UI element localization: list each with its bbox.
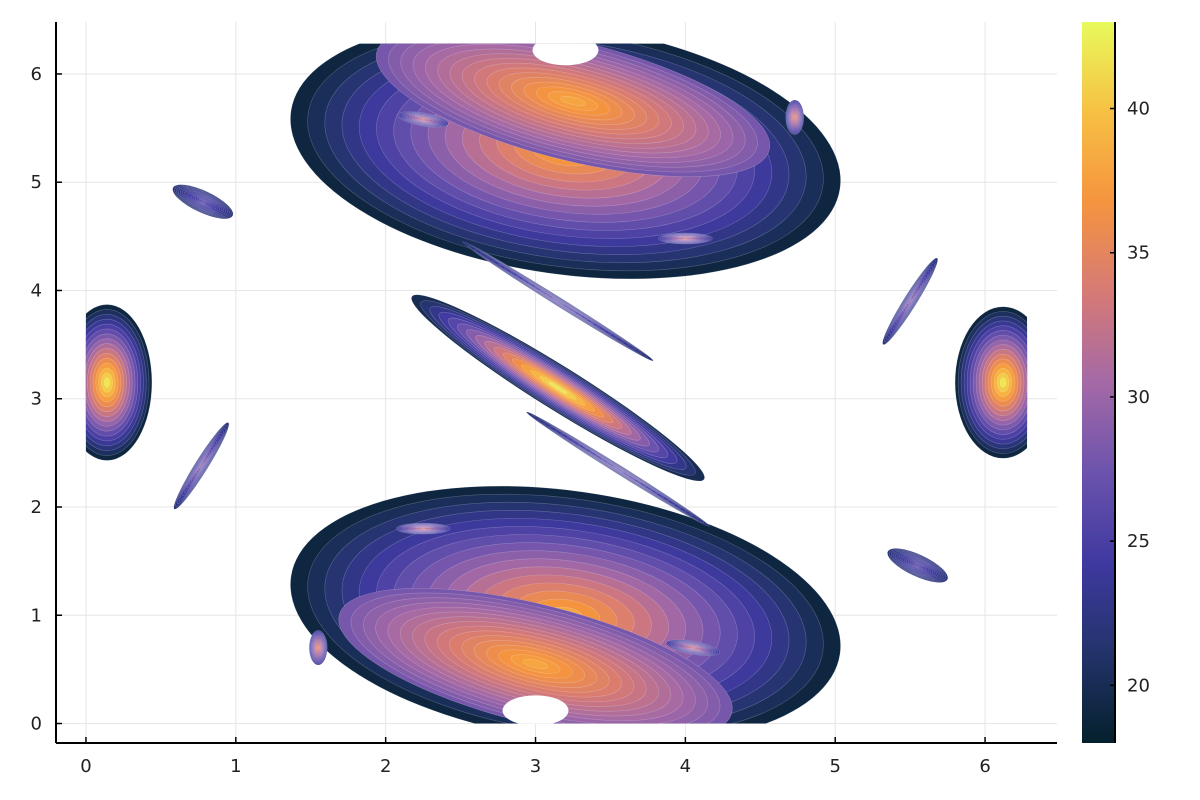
orbit-ring bbox=[551, 297, 565, 306]
island-sub-island-top-bottom bbox=[658, 232, 713, 245]
y-axis-ticks: 0 1 2 3 4 5 6 bbox=[31, 64, 62, 735]
orbit-ring bbox=[421, 528, 426, 530]
island-small-island-upper-right bbox=[882, 257, 939, 345]
island-left-edge-island bbox=[85, 304, 153, 461]
colorbar: 20 25 30 35 40 bbox=[1082, 22, 1150, 743]
colorbar-tick-label: 35 bbox=[1127, 243, 1150, 264]
hole-bottom-main-hole bbox=[502, 695, 569, 724]
plot-area bbox=[85, 43, 1028, 724]
x-tick-label: 0 bbox=[80, 756, 91, 777]
y-tick-label: 6 bbox=[31, 64, 42, 85]
y-tick-label: 4 bbox=[31, 280, 42, 301]
orbit-ring bbox=[611, 465, 624, 473]
x-axis-ticks: 0 1 2 3 4 5 6 bbox=[80, 737, 991, 777]
y-tick-label: 2 bbox=[31, 497, 42, 518]
y-tick-label: 3 bbox=[31, 389, 42, 410]
island-upper-thin-diagonal bbox=[462, 241, 654, 362]
x-tick-label: 3 bbox=[530, 756, 541, 777]
colorbar-tick-label: 25 bbox=[1127, 531, 1150, 552]
orbit-ring bbox=[908, 298, 913, 305]
island-sub-island-bottom-right bbox=[665, 639, 720, 656]
x-tick-label: 6 bbox=[979, 756, 990, 777]
orbit-ring bbox=[103, 377, 111, 388]
orbit-ring bbox=[199, 462, 204, 469]
orbit-ring bbox=[548, 381, 568, 395]
orbit-ring bbox=[999, 377, 1007, 388]
orbit-ring bbox=[793, 115, 796, 119]
orbit-ring bbox=[421, 118, 426, 121]
colorbar-tick-label: 20 bbox=[1127, 675, 1150, 696]
x-tick-label: 4 bbox=[680, 756, 691, 777]
island-lower-thin-diagonal bbox=[526, 411, 710, 527]
orbit-ring bbox=[522, 658, 549, 670]
y-tick-label: 1 bbox=[31, 605, 42, 626]
colorbar-tick-label: 30 bbox=[1127, 387, 1150, 408]
island-right-edge-island bbox=[954, 306, 1028, 459]
colorbar-tick-label: 40 bbox=[1127, 99, 1150, 120]
x-tick-label: 1 bbox=[230, 756, 241, 777]
island-sub-island-top-right bbox=[785, 99, 805, 135]
island-sub-island-bottom-left bbox=[308, 630, 328, 666]
y-tick-label: 0 bbox=[31, 714, 42, 735]
x-tick-label: 5 bbox=[829, 756, 840, 777]
y-tick-label: 5 bbox=[31, 172, 42, 193]
orbit-ring bbox=[690, 646, 695, 649]
colorbar-gradient bbox=[1082, 22, 1115, 743]
orbit-ring bbox=[317, 646, 320, 650]
orbit-ring bbox=[560, 95, 586, 107]
orbit-ring bbox=[683, 237, 688, 240]
x-tick-label: 2 bbox=[380, 756, 391, 777]
axes bbox=[55, 22, 1057, 744]
island-top-main-center bbox=[375, 43, 771, 178]
island-small-island-lower-right bbox=[887, 548, 949, 583]
orbit-ring bbox=[200, 200, 206, 204]
orbit-ring bbox=[915, 564, 920, 567]
hole-top-main-hole bbox=[532, 43, 599, 66]
island-sub-island-bottom-top bbox=[395, 522, 451, 535]
island-bottom-main-center bbox=[338, 587, 733, 724]
island-center-diagonal bbox=[411, 294, 705, 482]
island-sub-island-top-left bbox=[397, 111, 449, 128]
island-small-island-upper-left bbox=[172, 184, 234, 220]
island-small-island-lower-left bbox=[173, 422, 230, 510]
